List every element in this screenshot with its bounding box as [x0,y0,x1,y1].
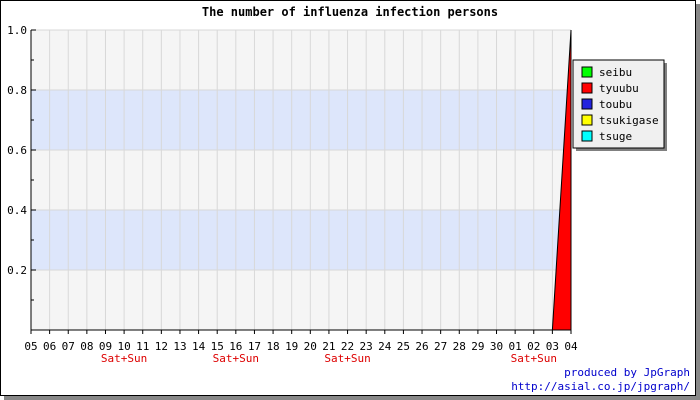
x-tick-label: 01 [509,340,522,353]
x-tick-label: 20 [304,340,317,353]
legend-swatch-tyuubu [581,82,593,94]
x-tick-label: 25 [397,340,410,353]
plot-area: 0.2 0.4 0.6 0.8 1.0 05 06 07 08 09 10 11 12 13 14 15 16 1… [7,24,578,365]
x-tick-label: 05 [24,340,37,353]
x-tick-label: 29 [471,340,484,353]
legend-label-tyuubu: tyuubu [599,82,639,95]
grid-band-2 [31,90,571,150]
weekend-marker-label: Sat+Sun [213,352,259,365]
x-tick-label: 08 [80,340,93,353]
x-tick-label: 30 [490,340,503,353]
y-tick-label: 1.0 [7,24,27,37]
legend-swatch-tsukigase [581,114,593,126]
x-tick-label: 23 [360,340,373,353]
x-tick-label: 24 [378,340,392,353]
weekend-marker-label: Sat+Sun [511,352,557,365]
x-tick-label: 21 [322,340,335,353]
grid-band-1 [31,210,571,270]
weekend-marker-label: Sat+Sun [101,352,147,365]
x-tick-label: 09 [99,340,112,353]
x-tick-label: 19 [285,340,298,353]
x-tick-label: 02 [527,340,540,353]
x-tick-label: 18 [266,340,279,353]
legend-label-seibu: seibu [599,66,632,79]
y-tick-label: 0.8 [7,84,27,97]
weekend-marker-label: Sat+Sun [324,352,370,365]
x-tick-label: 26 [415,340,428,353]
y-tick-label: 0.4 [7,204,27,217]
legend-label-toubu: toubu [599,98,632,111]
x-tick-label: 16 [229,340,242,353]
x-tick-label: 11 [136,340,149,353]
x-tick-label: 28 [453,340,466,353]
legend-swatch-toubu [581,98,593,110]
x-tick-label: 07 [62,340,75,353]
legend: seibu tyuubu toubu tsukigase tsuge [572,59,667,151]
x-tick-label: 04 [564,340,578,353]
legend-label-tsuge: tsuge [599,130,632,143]
x-tick-label: 03 [546,340,559,353]
plot-background [31,30,571,330]
x-tick-label: 10 [117,340,130,353]
y-tick-label: 0.2 [7,264,27,277]
chart-title: The number of influenza infection person… [202,5,498,19]
x-tick-label: 27 [434,340,447,353]
x-tick-label: 22 [341,340,354,353]
legend-swatch-tsuge [581,130,593,142]
legend-swatch-seibu [581,66,593,78]
x-tick-label: 06 [43,340,56,353]
x-tick-label: 14 [192,340,206,353]
x-tick-label: 13 [173,340,186,353]
y-tick-label: 0.6 [7,144,27,157]
x-tick-label: 12 [155,340,168,353]
credit-jpgraph: produced by JpGraph [564,366,690,379]
x-tick-label: 15 [211,340,224,353]
x-tick-label: 17 [248,340,261,353]
credit-url[interactable]: http://asial.co.jp/jpgraph/ [511,380,690,393]
legend-label-tsukigase: tsukigase [599,114,659,127]
